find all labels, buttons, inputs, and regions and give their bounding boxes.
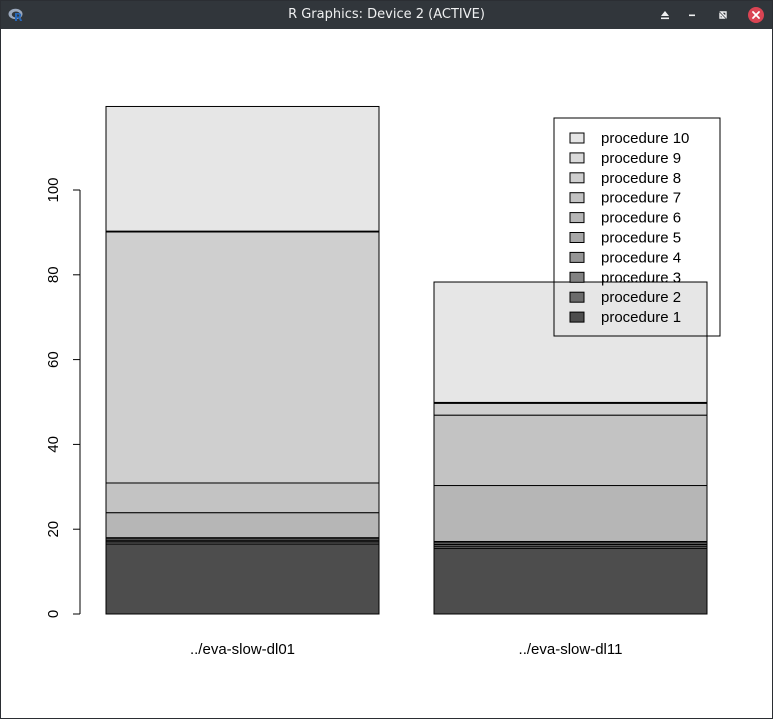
keep-above-icon[interactable]: [656, 6, 674, 24]
legend-box: [553, 117, 721, 337]
legend: procedure 10 procedure 9 procedure 8 proced…: [553, 117, 721, 337]
close-icon[interactable]: [747, 6, 765, 24]
bar-segment-2-1: [433, 547, 708, 615]
legend-label: procedure 8: [601, 170, 681, 187]
y-tick-label: 20: [45, 521, 62, 538]
bars-group: [105, 105, 708, 615]
y-tick-label: 100: [45, 177, 62, 202]
x-category-label: ../eva-slow-dl01: [190, 641, 295, 658]
legend-label: procedure 3: [601, 269, 681, 286]
bar-segment-1-8: [105, 231, 380, 484]
bar-segment-2-7: [433, 414, 708, 487]
window-title: R Graphics: Device 2 (ACTIVE): [288, 7, 485, 22]
legend-swatch: [569, 172, 585, 184]
y-tick-label: 80: [45, 266, 62, 283]
legend-swatch: [569, 291, 585, 303]
legend-label: procedure 9: [601, 150, 681, 167]
legend-swatch: [569, 212, 585, 224]
bar-segment-1-1: [105, 543, 380, 615]
legend-swatch: [569, 192, 585, 204]
legend-label: procedure 4: [601, 249, 681, 266]
y-tick-label: 40: [45, 436, 62, 453]
legend-swatch: [569, 271, 585, 283]
minimize-icon[interactable]: [683, 6, 701, 24]
bar-segment-1-6: [105, 512, 380, 539]
restore-icon[interactable]: [714, 6, 732, 24]
legend-label: procedure 10: [601, 130, 689, 147]
y-axis: 0 20 40 60 80 100: [45, 177, 81, 618]
legend-label: procedure 1: [601, 309, 681, 326]
legend-swatch: [569, 132, 585, 144]
legend-label: procedure 2: [601, 289, 681, 306]
x-category-label: ../eva-slow-dl11: [519, 641, 623, 658]
plot-area: 0 20 40 60 80 100 ../eva-slow-dl01 ../eva-slow…: [1, 29, 772, 718]
y-tick-label: 0: [45, 610, 62, 618]
legend-swatch: [569, 251, 585, 263]
bar-segment-1-7: [105, 482, 380, 514]
legend-swatch: [569, 152, 585, 164]
legend-label: procedure 6: [601, 210, 681, 227]
legend-label: procedure 7: [601, 190, 681, 207]
y-tick-label: 60: [45, 351, 62, 368]
bar-segment-1-10: [105, 105, 380, 232]
legend-swatch: [569, 311, 585, 323]
title-bar[interactable]: R R Graphics: Device 2 (ACTIVE): [1, 1, 772, 29]
bar-segment-2-6: [433, 485, 708, 542]
bar-segment-2-8: [433, 402, 708, 416]
r-logo-icon: R: [8, 7, 24, 24]
x-axis-labels: ../eva-slow-dl01 ../eva-slow-dl11: [190, 641, 622, 658]
legend-swatch: [569, 232, 585, 243]
svg-text:R: R: [14, 11, 23, 23]
legend-label: procedure 5: [601, 230, 681, 247]
